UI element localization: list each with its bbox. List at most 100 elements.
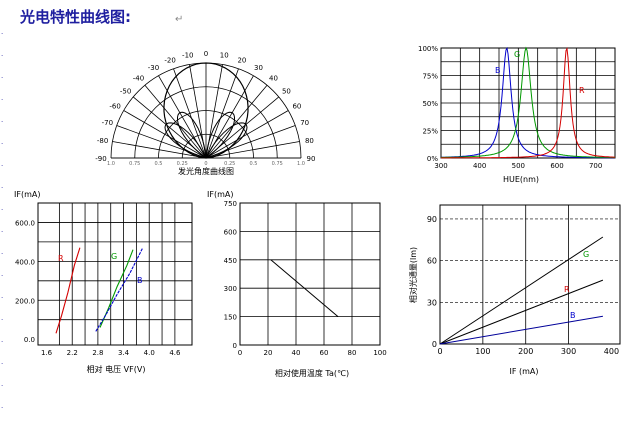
polar-angle-label: 0 <box>204 50 208 58</box>
hue-x-tick: 600 <box>550 162 563 170</box>
temp-x-tick: 60 <box>320 349 329 357</box>
lum-y-tick: 60 <box>427 257 437 266</box>
margin-dot: · <box>1 228 3 236</box>
margin-dot: · <box>1 96 3 104</box>
iv-y-tick: 0.0 <box>24 336 35 344</box>
hue-series-label-B: B <box>495 66 501 75</box>
polar-chart: 0 -10 -20 -30 -40-50-60 -70 -80 -90 10 20 30 40 5060… <box>95 50 315 167</box>
polar-pattern-curve <box>163 62 249 159</box>
iv-x-tick: 4.0 <box>144 349 155 357</box>
lum-series-label-G: G <box>583 250 589 259</box>
polar-angle-label: 40 <box>269 75 278 83</box>
margin-dot: · <box>1 162 3 170</box>
iv-xlabel: 相对 电压 VF(V) <box>87 364 146 374</box>
hue-y-tick: 100% <box>418 45 438 53</box>
lum-x-tick: 300 <box>561 347 576 356</box>
temp-y-tick: 600 <box>224 228 237 236</box>
lum-x-tick: 200 <box>518 347 533 356</box>
margin-dot: · <box>1 250 3 258</box>
hue-x-tick: 300 <box>434 162 447 170</box>
iv-x-tick: 4.6 <box>169 349 181 357</box>
margin-dot: · <box>1 206 3 214</box>
hue-x-tick: 400 <box>473 162 486 170</box>
lum-series-G <box>439 236 604 345</box>
polar-radial-label: 0.5 <box>155 161 163 167</box>
iv-x-tick: 3.4 <box>118 349 130 357</box>
hue-x-tick: 500 <box>512 162 525 170</box>
margin-dot: · <box>1 316 3 324</box>
temp-x-tick: 40 <box>292 349 301 357</box>
polar-lobe-curve <box>205 111 235 159</box>
return-mark: ↵ <box>175 14 183 25</box>
polar-angle-label: -60 <box>109 103 120 111</box>
polar-angle-label: 90 <box>307 155 316 163</box>
polar-angle-label: -30 <box>148 64 159 72</box>
polar-angle-label: 70 <box>300 119 309 127</box>
lum-y-tick: 30 <box>427 298 437 307</box>
hue-chart: 300 400 500 600 700 0% 25% 50% 75% 100% B G R <box>418 45 616 170</box>
lum-chart: 0 100 200 300 400 0 30 60 90 G R B <box>427 204 621 356</box>
hue-y-tick: 0% <box>427 155 438 163</box>
polar-grid-ray <box>112 141 207 159</box>
iv-chart: 1.6 2.2 2.8 3.4 4.0 4.6 0.0 200.0 400.0 600.0 R G B <box>15 202 193 357</box>
polar-angle-label: -20 <box>164 56 175 64</box>
polar-angle-label: 10 <box>220 52 229 60</box>
margin-dot: · <box>1 74 3 82</box>
polar-grid-ray <box>144 84 207 159</box>
polar-radial-label: 0.5 <box>250 161 258 167</box>
polar-radial-label: 0.25 <box>177 161 188 167</box>
hue-y-tick: 25% <box>422 128 438 136</box>
iv-x-tick: 1.6 <box>41 349 53 357</box>
lum-series-label-B: B <box>570 311 576 320</box>
temp-x-tick: 80 <box>348 349 357 357</box>
page-title: 光电特性曲线图: <box>19 8 131 26</box>
polar-grid-ray <box>205 68 239 159</box>
margin-dot: · <box>1 184 3 192</box>
iv-series-label-B: B <box>137 276 143 285</box>
polar-angle-label: -70 <box>102 119 113 127</box>
margin-dot: · <box>1 338 3 346</box>
iv-series-label-R: R <box>58 254 64 263</box>
polar-lobe-curve <box>205 122 248 159</box>
temp-x-tick: 20 <box>264 349 273 357</box>
temp-y-tick: 0 <box>233 342 237 350</box>
polar-grid-ray <box>205 110 289 159</box>
iv-x-tick: 2.2 <box>67 349 78 357</box>
temp-xlabel: 相对使用温度 Ta(℃) <box>275 368 349 378</box>
iv-y-tick: 600.0 <box>15 219 35 227</box>
margin-dot: · <box>1 118 3 126</box>
polar-radial-label: 1.0 <box>107 161 115 167</box>
hue-y-tick: 75% <box>422 73 438 81</box>
polar-angle-label: -80 <box>97 137 108 145</box>
margin-dot: · <box>1 140 3 148</box>
iv-series-R <box>55 247 81 334</box>
iv-frame <box>37 202 193 346</box>
margin-dot: · <box>1 294 3 302</box>
margin-dot: · <box>1 30 3 38</box>
iv-series-B <box>95 247 144 332</box>
lum-series-label-R: R <box>564 285 570 294</box>
temp-ylabel: IF(mA) <box>207 190 233 199</box>
hue-series-label-R: R <box>579 86 585 95</box>
temp-y-tick: 300 <box>224 285 237 293</box>
polar-angle-label: -40 <box>133 75 144 83</box>
iv-ylabel: IF(mA) <box>14 190 40 199</box>
temp-y-tick: 750 <box>224 200 237 208</box>
lum-x-tick: 100 <box>475 347 490 356</box>
lum-series-R <box>439 279 604 345</box>
polar-angle-label: 20 <box>237 56 246 64</box>
polar-angle-label: -10 <box>182 52 193 60</box>
hue-xlabel: HUE(nm) <box>503 175 539 184</box>
iv-series-G <box>99 249 134 328</box>
polar-radial-label: 0.75 <box>129 161 140 167</box>
polar-angle-label: 50 <box>282 88 291 96</box>
temp-x-tick: 100 <box>373 349 386 357</box>
polar-grid-ray <box>205 84 268 159</box>
temp-y-tick: 450 <box>224 257 237 265</box>
polar-angle-label: -90 <box>95 155 106 163</box>
polar-grid-ray <box>123 110 207 159</box>
polar-lobe-curve <box>164 122 207 159</box>
polar-angle-label: 60 <box>292 103 301 111</box>
lum-series-B <box>439 315 603 345</box>
